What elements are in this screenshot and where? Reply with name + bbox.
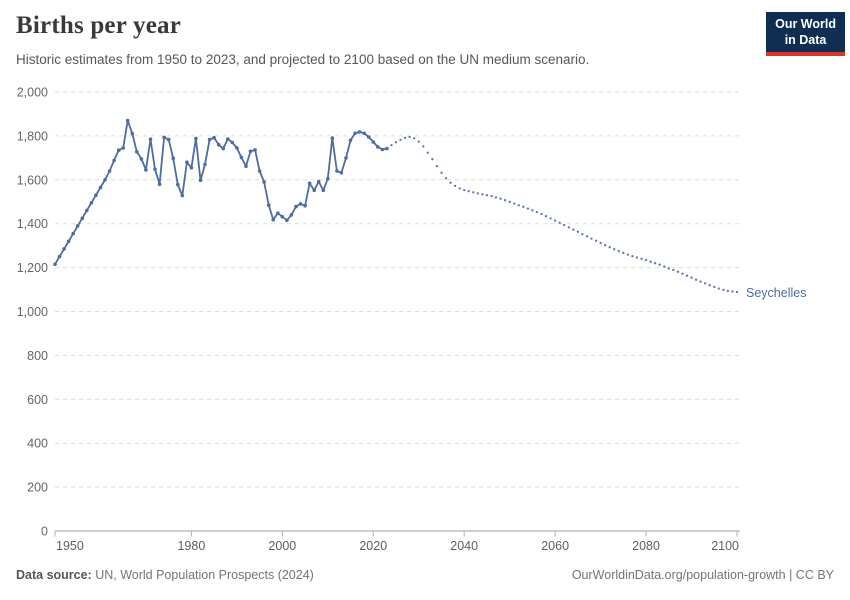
svg-text:1980: 1980	[177, 539, 205, 553]
svg-text:1,200: 1,200	[17, 261, 48, 275]
owid-logo[interactable]: Our World in Data	[766, 12, 845, 57]
y-axis-labels: 0 200 400 600 800 1,000 1,200 1,400 1,600 1,800 2,…	[17, 86, 48, 539]
svg-text:400: 400	[27, 437, 48, 451]
svg-text:2040: 2040	[450, 539, 478, 553]
svg-text:2080: 2080	[632, 539, 660, 553]
svg-text:2060: 2060	[541, 539, 569, 553]
svg-text:2000: 2000	[268, 539, 296, 553]
owid-logo-line-1: Our World	[775, 17, 836, 31]
svg-text:1,000: 1,000	[17, 305, 48, 319]
svg-text:200: 200	[27, 481, 48, 495]
svg-text:1950: 1950	[56, 539, 84, 553]
svg-text:0: 0	[41, 525, 48, 539]
svg-text:1,800: 1,800	[17, 129, 48, 143]
x-axis-group: 1950 1980 2000 2020 2040 2060 2080 2100	[54, 531, 739, 553]
svg-text:2020: 2020	[359, 539, 387, 553]
data-source-text: Data source: UN, World Population Prospe…	[16, 568, 314, 582]
svg-text:2100: 2100	[711, 539, 739, 553]
entity-label: Seychelles	[746, 286, 807, 300]
data-source-label: Data source:	[16, 568, 92, 582]
projection-dotted-series	[390, 135, 739, 294]
gridlines-group	[55, 91, 740, 532]
svg-text:1,400: 1,400	[17, 217, 48, 231]
page-title: Births per year	[16, 12, 182, 39]
svg-text:1,600: 1,600	[17, 173, 48, 187]
page-subtitle: Historic estimates from 1950 to 2023, an…	[16, 52, 590, 67]
historic-line-series	[53, 118, 389, 267]
data-source-value: UN, World Population Prospects (2024)	[91, 568, 314, 582]
svg-text:800: 800	[27, 349, 48, 363]
owid-logo-line-2: in Data	[784, 32, 827, 47]
chart-footer: Data source: UN, World Population Prospe…	[16, 568, 834, 582]
svg-text:600: 600	[27, 393, 48, 407]
footer-citation-link[interactable]: OurWorldinData.org/population-growth | C…	[571, 568, 834, 582]
svg-text:2,000: 2,000	[17, 86, 48, 100]
